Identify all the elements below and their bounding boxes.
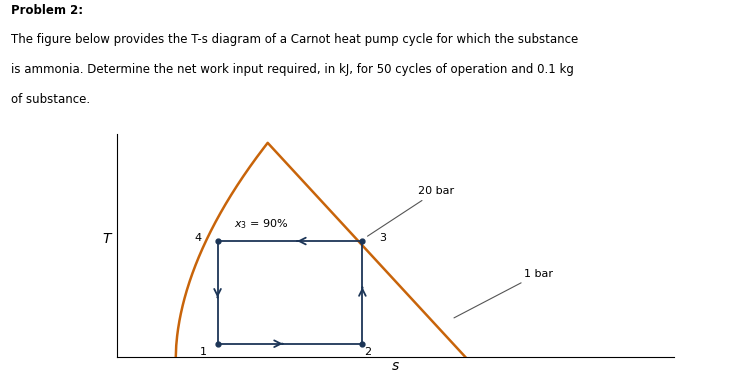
Y-axis label: T: T: [102, 231, 111, 246]
Text: 20 bar: 20 bar: [367, 186, 454, 236]
Text: The figure below provides the T-s diagram of a Carnot heat pump cycle for which : The figure below provides the T-s diagra…: [11, 33, 578, 46]
Text: 2: 2: [364, 347, 372, 357]
Text: 1: 1: [200, 347, 207, 357]
Text: Problem 2:: Problem 2:: [11, 4, 83, 17]
Text: 4: 4: [194, 233, 202, 243]
Text: 1 bar: 1 bar: [454, 269, 553, 318]
Text: is ammonia. Determine the net work input required, in kJ, for 50 cycles of opera: is ammonia. Determine the net work input…: [11, 63, 574, 76]
X-axis label: s: s: [392, 359, 399, 372]
Text: $x_3$ = 90%: $x_3$ = 90%: [235, 218, 289, 231]
Text: 3: 3: [379, 233, 386, 243]
Text: of substance.: of substance.: [11, 93, 90, 106]
